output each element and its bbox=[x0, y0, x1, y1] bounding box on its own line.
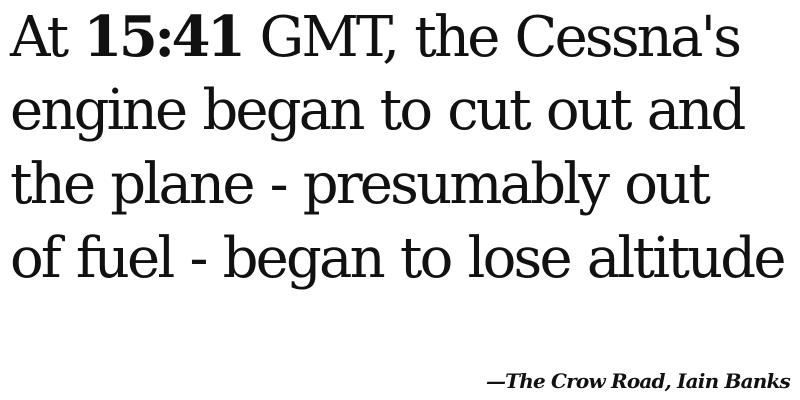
quote-text: At 15:41 GMT, the Cessna's engine began … bbox=[10, 0, 795, 296]
quote-attribution: —The Crow Road, Iain Banks bbox=[485, 369, 791, 393]
quote-line-4: of fuel - began to lose altitude bbox=[10, 226, 787, 291]
quote-suffix: GMT, the Cessna's bbox=[259, 5, 742, 70]
quote-line-2: engine began to cut out and bbox=[10, 78, 746, 143]
quote-prefix: At bbox=[10, 5, 69, 70]
quote-line-3: the plane - presumably out bbox=[10, 152, 711, 217]
quote-time: 15:41 bbox=[83, 4, 246, 70]
quote-line-1: At 15:41 GMT, the Cessna's bbox=[10, 0, 795, 74]
